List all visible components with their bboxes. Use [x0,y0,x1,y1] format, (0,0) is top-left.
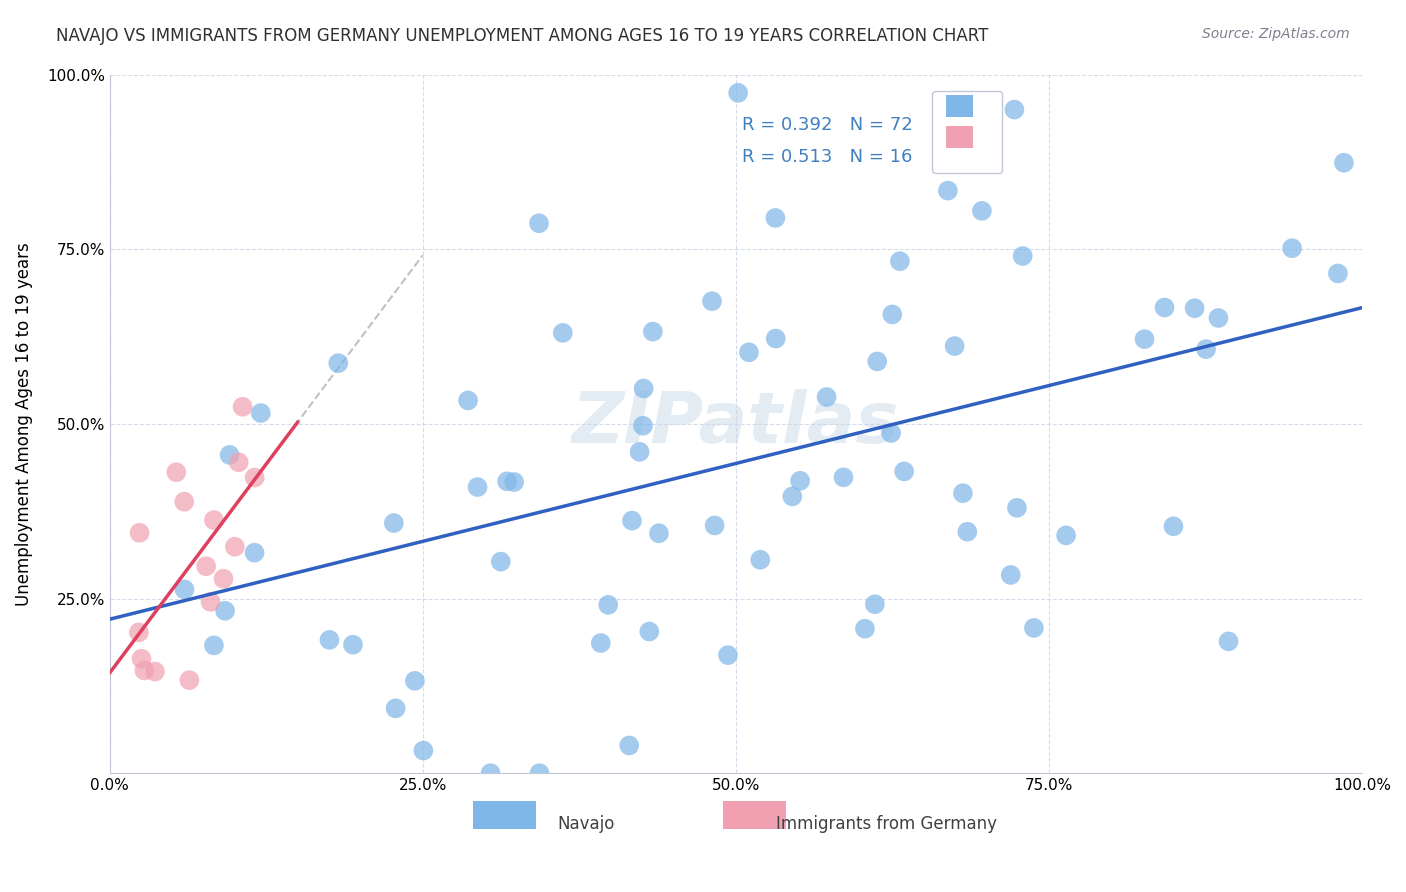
Immigrants from Germany [195,559,218,574]
Immigrants from Germany [228,455,250,469]
Navajo [1327,267,1350,281]
Immigrants from Germany [128,525,150,540]
Navajo [717,648,740,662]
Navajo [765,332,787,346]
Immigrants from Germany [232,400,254,414]
Navajo [457,393,479,408]
Navajo [598,598,620,612]
Navajo [1000,568,1022,582]
Immigrants from Germany [143,665,166,679]
Navajo [763,211,786,225]
Legend: , : , [932,90,1002,172]
Navajo [749,553,772,567]
Navajo [529,766,551,780]
Immigrants from Germany [202,513,225,527]
Text: ZIPatlas: ZIPatlas [572,389,900,458]
Immigrants from Germany [165,465,187,479]
Immigrants from Germany [179,673,201,688]
Navajo [633,382,655,396]
Navajo [1054,528,1077,542]
Navajo [404,673,426,688]
Navajo [970,203,993,218]
Navajo [863,597,886,611]
Navajo [467,480,489,494]
Navajo [628,445,651,459]
Navajo [1281,241,1303,255]
Text: Navajo: Navajo [557,815,614,833]
Navajo [551,326,574,340]
Navajo [943,339,966,353]
Navajo [1184,301,1206,316]
Navajo [936,184,959,198]
Text: Source: ZipAtlas.com: Source: ZipAtlas.com [1202,27,1350,41]
Navajo [318,632,340,647]
Navajo [727,86,749,100]
Navajo [738,345,761,359]
Immigrants from Germany [173,494,195,508]
Y-axis label: Unemployment Among Ages 16 to 19 years: Unemployment Among Ages 16 to 19 years [15,242,32,606]
Text: R = 0.392   N = 72: R = 0.392 N = 72 [742,117,912,135]
Navajo [249,406,271,420]
Navajo [527,216,550,230]
Navajo [952,486,974,500]
Navajo [503,475,526,489]
Navajo [342,638,364,652]
Navajo [328,356,350,370]
Navajo [703,518,725,533]
Navajo [1195,342,1218,356]
Navajo [173,582,195,597]
Navajo [641,325,664,339]
FancyBboxPatch shape [723,801,786,829]
Navajo [782,489,804,503]
Immigrants from Germany [134,664,156,678]
Navajo [638,624,661,639]
Navajo [620,514,643,528]
Immigrants from Germany [243,470,266,484]
Immigrants from Germany [212,572,235,586]
Text: Immigrants from Germany: Immigrants from Germany [776,815,997,833]
Immigrants from Germany [128,625,150,640]
Navajo [1133,332,1156,346]
Navajo [589,636,612,650]
Navajo [1011,249,1033,263]
Navajo [1004,103,1026,117]
Navajo [384,701,406,715]
Navajo [1163,519,1185,533]
Immigrants from Germany [131,652,153,666]
Navajo [832,470,855,484]
Navajo [1333,155,1355,169]
FancyBboxPatch shape [472,801,536,829]
Navajo [1218,634,1240,648]
Navajo [1153,301,1175,315]
Immigrants from Germany [200,595,222,609]
Navajo [956,524,979,539]
Navajo [214,604,236,618]
Navajo [648,526,671,541]
Navajo [631,418,654,433]
Navajo [893,464,915,478]
Text: R = 0.513   N = 16: R = 0.513 N = 16 [742,148,912,166]
Navajo [382,516,405,530]
Navajo [1208,310,1230,325]
Navajo [882,307,904,321]
Navajo [218,448,240,462]
Navajo [496,475,519,489]
Navajo [789,474,811,488]
Navajo [853,622,876,636]
Navajo [412,743,434,757]
Navajo [243,546,266,560]
Text: NAVAJO VS IMMIGRANTS FROM GERMANY UNEMPLOYMENT AMONG AGES 16 TO 19 YEARS CORRELA: NAVAJO VS IMMIGRANTS FROM GERMANY UNEMPL… [56,27,988,45]
Immigrants from Germany [224,540,246,554]
Navajo [880,425,903,440]
Navajo [1005,500,1028,515]
Navajo [1022,621,1045,635]
Navajo [889,254,911,268]
Navajo [700,294,723,309]
Navajo [479,766,502,780]
Navajo [202,639,225,653]
Navajo [866,354,889,368]
Navajo [619,739,641,753]
Navajo [815,390,838,404]
Navajo [489,555,512,569]
